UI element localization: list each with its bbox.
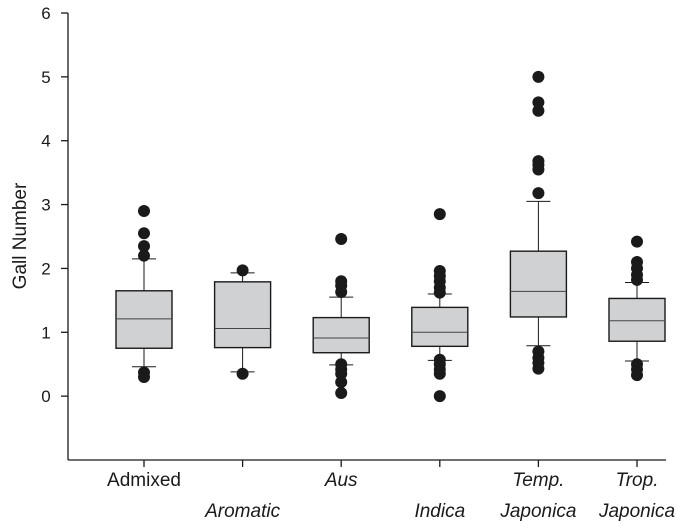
- outlier-point: [532, 187, 545, 200]
- outlier-point: [335, 376, 348, 389]
- box-series: [115, 70, 666, 403]
- x-category-label: Trop.: [616, 470, 659, 491]
- outlier-point: [631, 256, 643, 269]
- iqr-box: [213, 281, 272, 349]
- box-group: [312, 233, 370, 399]
- iqr-box: [509, 250, 568, 318]
- iqr-box: [411, 306, 469, 348]
- x-category-label: Admixed: [107, 470, 181, 491]
- box-group: [213, 264, 272, 380]
- outlier-point: [433, 390, 446, 403]
- outlier-point: [138, 249, 150, 262]
- outlier-point: [532, 345, 545, 358]
- outlier-point: [532, 96, 545, 109]
- outlier-point: [433, 353, 446, 366]
- x-ticks: [143, 460, 638, 467]
- x-category-label: Japonica: [598, 501, 675, 522]
- y-tick-label: 2: [41, 259, 50, 278]
- iqr-box: [608, 297, 666, 342]
- y-tick-label: 0: [41, 387, 50, 406]
- outlier-point: [433, 264, 446, 277]
- outlier-point: [138, 204, 150, 217]
- y-tick-label: 3: [41, 196, 50, 215]
- outlier-point: [532, 155, 545, 168]
- y-tick-label: 5: [41, 68, 50, 87]
- outlier-point: [335, 358, 348, 371]
- outlier-point: [236, 264, 249, 277]
- category-labels: Admixed Aromatic Aus Indica Temp. Japonica Tro…: [107, 470, 675, 522]
- box-group: [411, 208, 469, 403]
- outlier-point: [335, 386, 348, 399]
- plot-axes: [67, 13, 666, 461]
- y-ticks: 0 1 2 3 4 5 6: [41, 4, 68, 406]
- box-group: [608, 235, 666, 382]
- y-tick-label: 6: [41, 4, 50, 23]
- outlier-point: [631, 235, 643, 248]
- outlier-point: [433, 208, 446, 221]
- outlier-point: [335, 275, 348, 288]
- box-group: [115, 204, 173, 383]
- x-category-label: Aus: [324, 470, 358, 491]
- outlier-point: [532, 104, 545, 117]
- iqr-box: [312, 316, 370, 354]
- outlier-point: [532, 70, 545, 83]
- x-category-label: Indica: [414, 501, 465, 522]
- iqr-box: [115, 290, 173, 349]
- outlier-point: [138, 240, 150, 253]
- outlier-point: [335, 233, 348, 246]
- y-axis-title: Gall Number: [10, 182, 31, 289]
- x-category-label: Japonica: [499, 501, 576, 522]
- x-category-label: Temp.: [512, 470, 564, 491]
- box-group: [509, 70, 568, 375]
- outlier-point: [138, 366, 150, 379]
- outlier-point: [631, 358, 643, 371]
- outlier-point: [236, 367, 249, 380]
- y-tick-label: 1: [41, 323, 50, 342]
- x-category-label: Aromatic: [204, 501, 280, 522]
- outlier-point: [138, 227, 150, 240]
- y-tick-label: 4: [41, 132, 50, 151]
